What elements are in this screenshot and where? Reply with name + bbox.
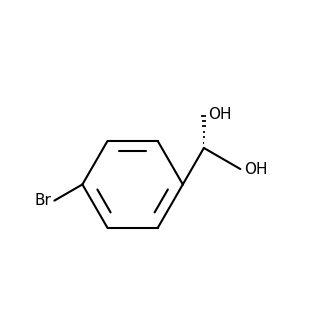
- Text: Br: Br: [35, 193, 52, 208]
- Text: OH: OH: [244, 161, 268, 177]
- Text: OH: OH: [208, 108, 231, 122]
